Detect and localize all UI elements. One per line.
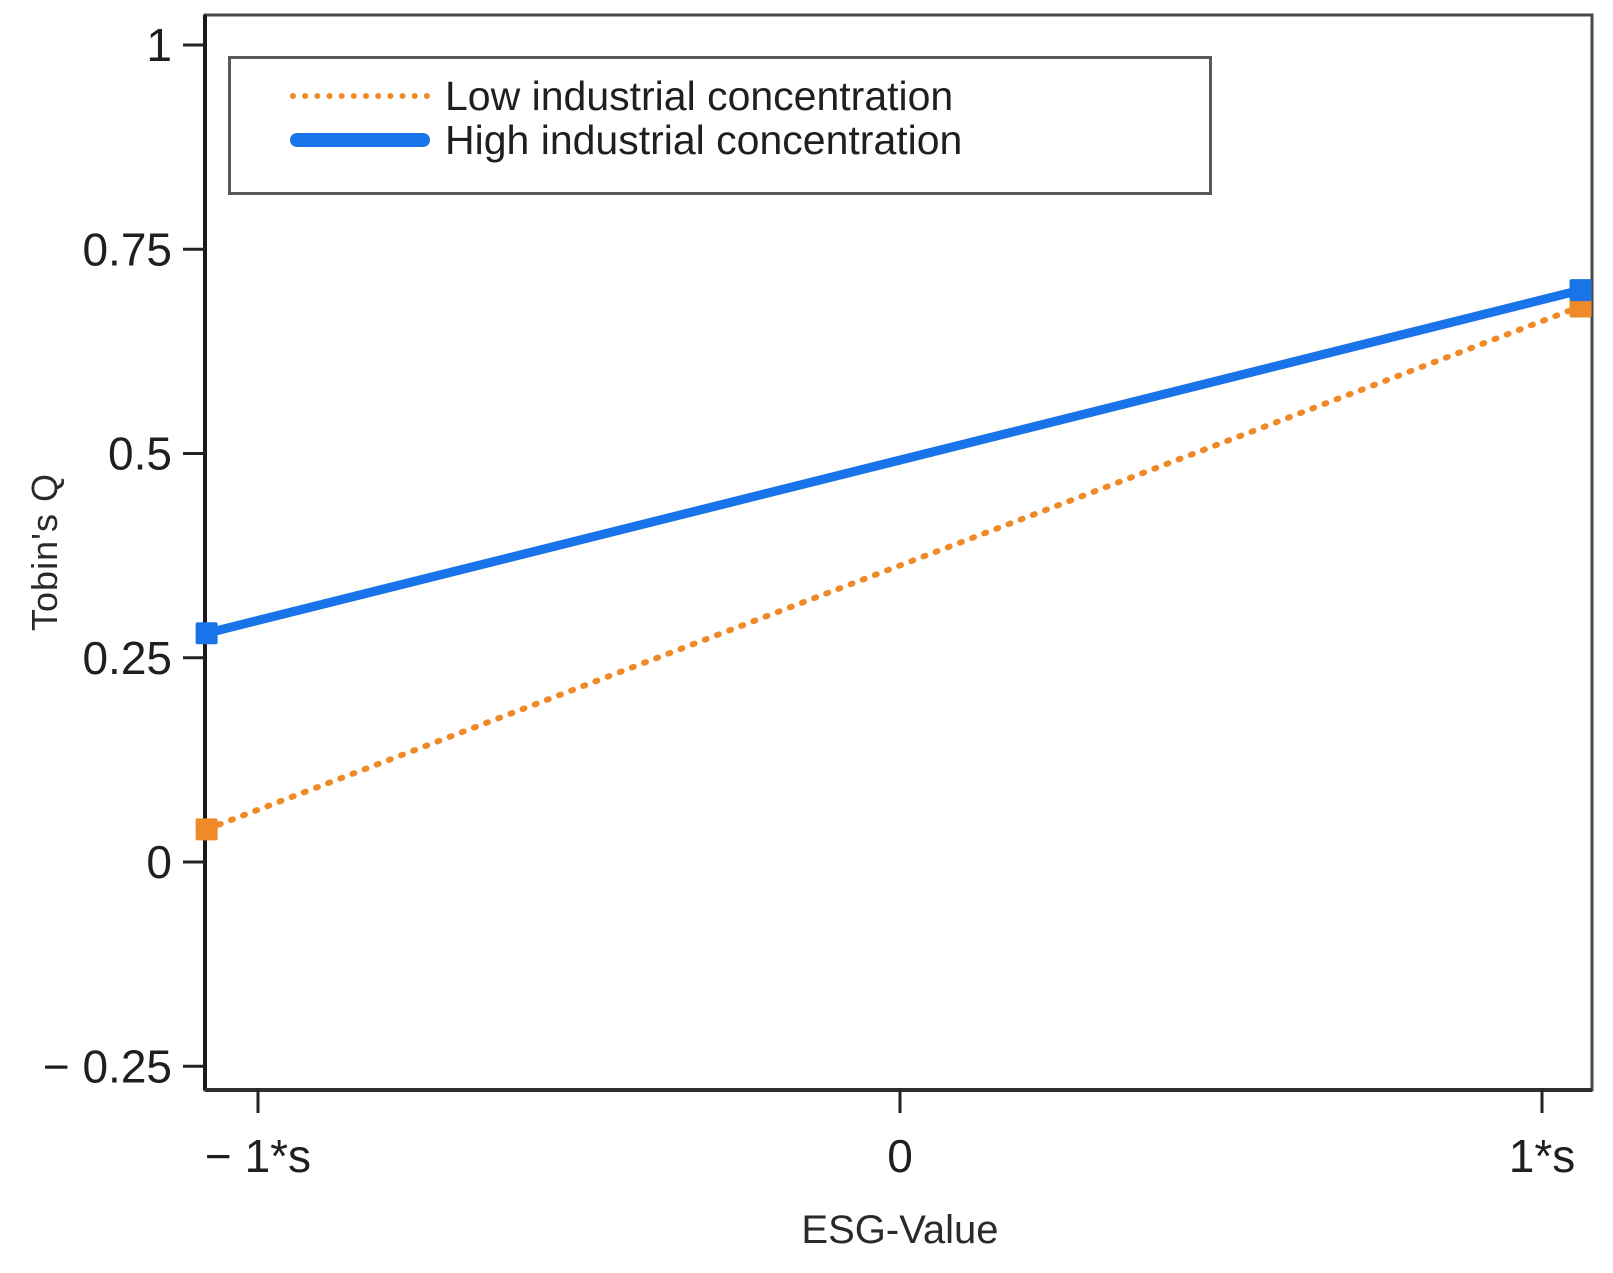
series-end-marker (195, 622, 218, 645)
legend-label: High industrial concentration (445, 116, 963, 163)
x-tick-label: 1*s (1509, 1130, 1575, 1182)
legend-label: Low industrial concentration (445, 72, 954, 119)
series-line-high-concentration (205, 285, 1582, 638)
y-tick-label: 0.25 (82, 632, 172, 684)
x-axis-title: ESG-Value (801, 1208, 999, 1252)
series-line-low-concentration (203, 303, 1584, 833)
y-tick-label: 1 (146, 19, 172, 71)
legend-item-low-concentration: Low industrial concentration (290, 72, 1209, 119)
y-tick-label: 0 (146, 836, 172, 888)
solid-line-sample-icon (290, 133, 430, 147)
legend-item-high-concentration: High industrial concentration (290, 116, 1209, 163)
series-end-marker (195, 818, 218, 841)
y-tick-label: − 0.25 (43, 1040, 172, 1092)
y-tick-label: 0.75 (82, 223, 172, 275)
y-tick-label: 0.5 (108, 428, 172, 480)
y-axis-title: Tobin's Q (24, 473, 65, 631)
dotted-line-sample-icon (290, 93, 430, 99)
series-end-marker (1569, 279, 1592, 302)
legend: Low industrial concentration High indust… (228, 56, 1212, 195)
x-tick-label: 0 (887, 1130, 913, 1182)
x-tick-label: − 1*s (205, 1130, 311, 1182)
